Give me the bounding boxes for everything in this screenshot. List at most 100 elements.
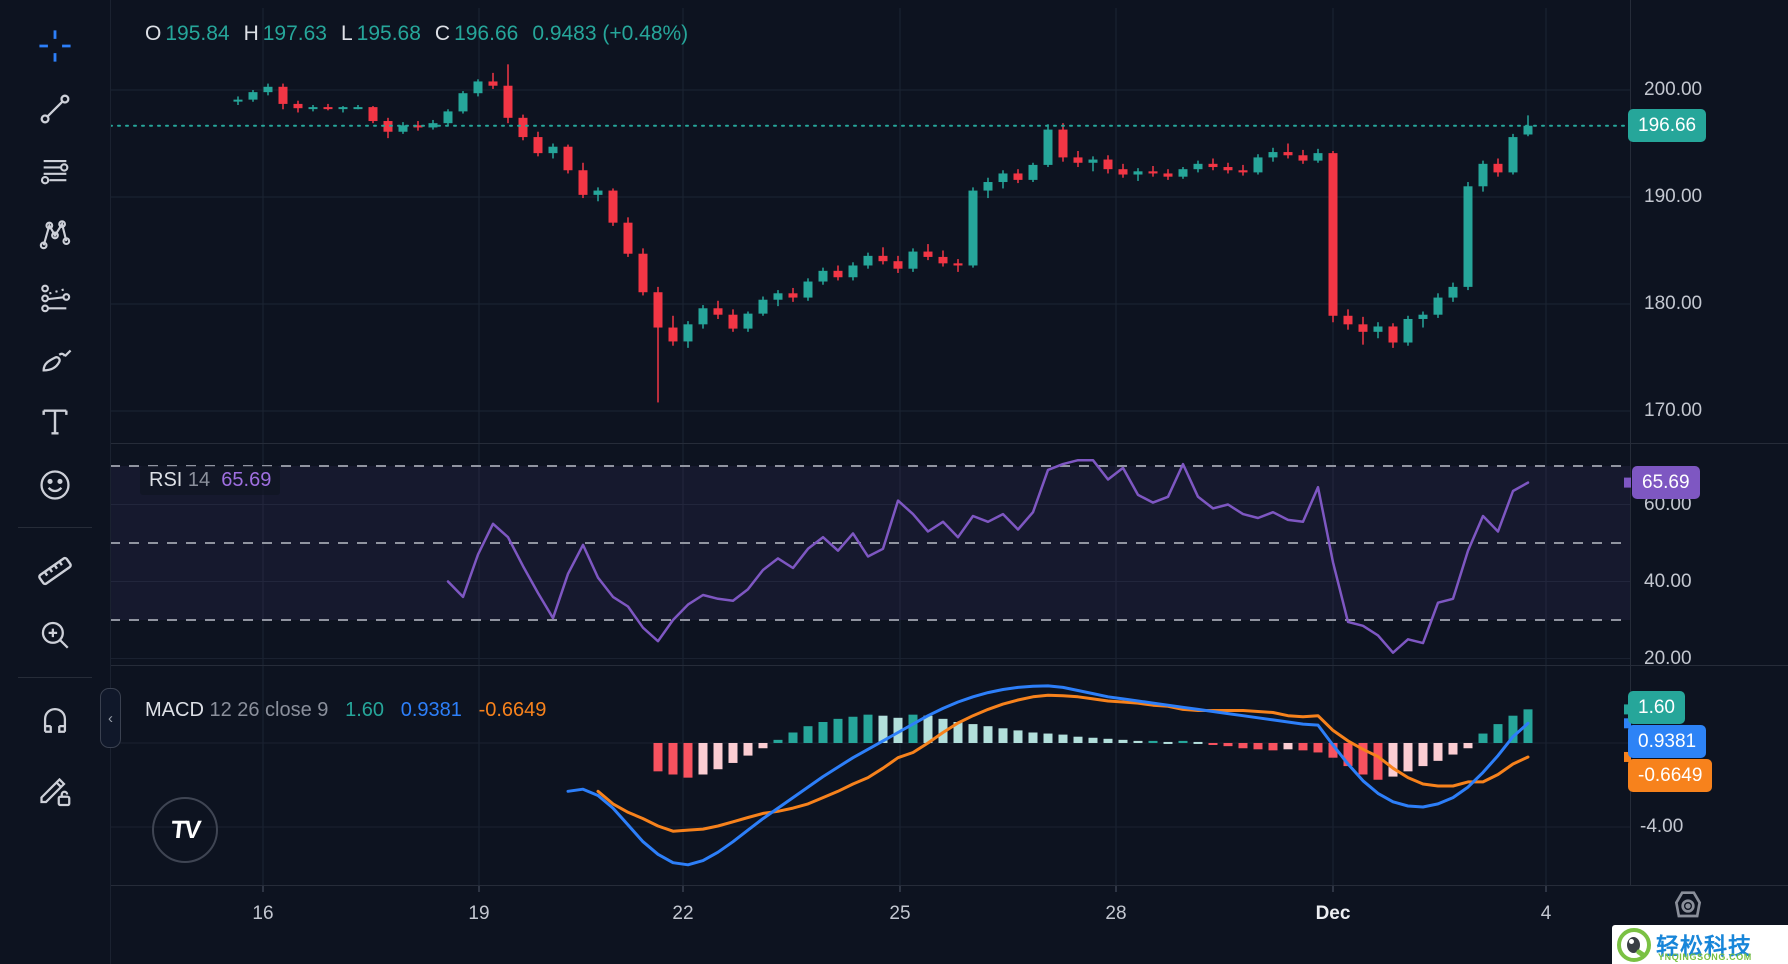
candle-body (713, 308, 723, 315)
chevron-left-icon: ‹ (108, 709, 113, 727)
macd-histogram-bar (1133, 740, 1143, 743)
instant-settings-icon[interactable] (1668, 886, 1708, 926)
candle-body (323, 107, 333, 110)
candle-body (353, 107, 363, 110)
macd-histogram-bar (773, 739, 783, 743)
candle-body (1328, 153, 1338, 316)
candle-body (653, 292, 663, 328)
lock-drawings-tool-button[interactable] (19, 762, 91, 818)
macd-histogram-bar (1358, 743, 1368, 775)
measure-tool-button[interactable] (19, 543, 91, 599)
macd-histogram-bar (1418, 743, 1428, 767)
macd-histogram-bar (968, 724, 978, 743)
rsi-params: 14 (187, 469, 211, 491)
horizontal-lines-tool-button[interactable] (19, 143, 91, 199)
time-axis-label: 4 (1540, 903, 1552, 924)
macd-histogram-bar (998, 728, 1008, 743)
macd-histogram-bar (833, 718, 843, 743)
rsi-legend[interactable]: RSI 14 65.69 (140, 466, 281, 495)
zoom-in-tool-button[interactable] (19, 607, 91, 663)
macd-histogram-bar (893, 717, 903, 743)
brush-tool-button[interactable] (19, 331, 91, 387)
toolbar-divider (18, 677, 92, 678)
candle-body (1463, 186, 1473, 287)
candle-body (578, 170, 588, 195)
text-tool-button[interactable] (19, 394, 91, 450)
macd-histogram-bar (1208, 743, 1218, 745)
change-value: 0.9483 (+0.48%) (532, 22, 689, 45)
candle-body (1523, 125, 1533, 135)
tradingview-logo[interactable]: TV (152, 797, 218, 863)
rsi-name: RSI (149, 469, 183, 491)
macd-histogram-bar (1493, 724, 1503, 743)
trend-line-tool-button[interactable] (19, 81, 91, 137)
candle-body (458, 93, 468, 112)
macd-histogram-bar (1283, 743, 1293, 750)
candle-body (233, 99, 243, 102)
candle-body (1313, 153, 1323, 161)
macd-histogram-bar (1103, 738, 1113, 743)
crosshair-tool-button[interactable] (19, 18, 91, 74)
candle-body (263, 86, 273, 93)
candle-body (1238, 170, 1248, 173)
ohlc-legend: O 195.84 H 197.63 L 195.68 C 196.66 0.9483 (+0.4… (145, 22, 702, 46)
projection-tool-button[interactable] (19, 269, 91, 325)
macd-histogram-bar (953, 722, 963, 743)
xabcd-pattern-icon (39, 220, 71, 250)
emoji-tool-button[interactable] (19, 457, 91, 513)
candle-body (1433, 297, 1443, 315)
candle-body (1133, 171, 1143, 175)
macd-histogram-bar (1178, 740, 1188, 743)
candle-body (728, 314, 738, 329)
macd-legend[interactable]: MACD 12 26 close 9 1.60 0.9381 -0.6649 (145, 699, 546, 722)
macd-histogram-bar (758, 743, 768, 749)
macd-histogram-bar (1463, 743, 1473, 749)
low-value: 195.68 (356, 22, 421, 45)
macd-histogram-bar (1343, 743, 1353, 767)
candle-body (533, 137, 543, 154)
watermark-domain: YNQINGSONG.COM (1658, 952, 1752, 962)
magnet-tool-button[interactable] (19, 691, 91, 747)
projection-icon (41, 284, 71, 313)
macd-line-value: 0.9381 (400, 699, 462, 721)
candle-body (1403, 318, 1413, 343)
time-axis-label: 16 (252, 903, 274, 924)
watermark-brand-name: 轻松科技 (1656, 933, 1752, 959)
candle-body (1013, 173, 1023, 180)
candle-body (848, 265, 858, 278)
candle-body (503, 85, 513, 118)
xabcd-pattern-tool-button[interactable] (19, 206, 91, 262)
macd-line-badge: 0.9381 (1628, 725, 1707, 758)
macd-histogram-bar (1373, 743, 1383, 780)
candle-body (668, 327, 678, 342)
candle-body (623, 222, 633, 254)
macd-params: 12 26 close 9 (209, 699, 329, 721)
candle-body (1118, 169, 1128, 175)
macd-histogram-bar (863, 714, 873, 743)
magnifier-plus-icon (41, 621, 69, 649)
candle-body (1043, 129, 1053, 165)
macd-histogram-bar (908, 714, 918, 743)
candle-body (938, 256, 948, 264)
open-label: O (145, 22, 162, 45)
macd-histogram-bar (803, 726, 813, 743)
rsi-axis-label: 60.00 (1644, 493, 1692, 515)
time-axis-label: 19 (468, 903, 490, 924)
candle-body (1253, 157, 1263, 173)
candle-body (878, 255, 888, 262)
candle-body (1343, 315, 1353, 325)
candle-body (1358, 324, 1368, 332)
macd-signal-value: -0.6649 (478, 699, 547, 721)
candle-body (548, 146, 558, 154)
rsi-value-badge: 65.69 (1632, 466, 1700, 499)
macd-histogram-bar (1253, 743, 1263, 750)
rsi-axis-label: 40.00 (1644, 570, 1692, 592)
candle-body (758, 299, 768, 314)
tradingview-logo-text: TV (169, 815, 201, 844)
candle-body (998, 173, 1008, 183)
toolbar-collapse-button[interactable]: ‹ (100, 688, 121, 748)
macd-histogram-bar (788, 732, 798, 743)
candle-body (1373, 326, 1383, 332)
candle-body (278, 86, 288, 104)
